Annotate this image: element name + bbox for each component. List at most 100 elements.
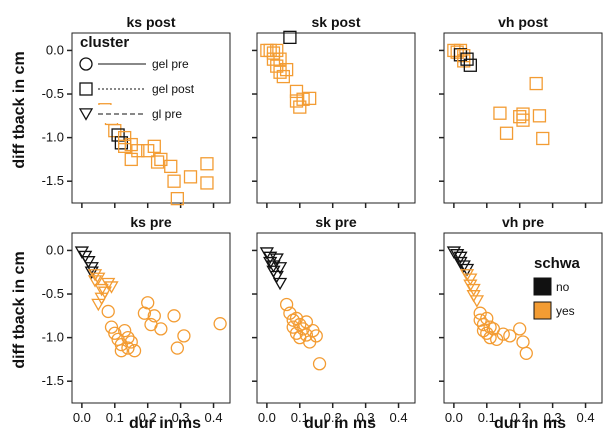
cluster-legend-item: gl pre — [76, 105, 218, 123]
data-point — [150, 155, 165, 169]
data-point — [269, 270, 284, 284]
data-point — [503, 329, 517, 343]
data-point — [170, 341, 184, 355]
y-tick-label: -1.5 — [42, 373, 64, 388]
data-point — [270, 43, 284, 58]
schwa-legend-item: yes — [533, 301, 575, 320]
data-point — [131, 144, 145, 158]
data-point — [303, 91, 317, 106]
legend-item-backdrop — [76, 105, 218, 123]
panel-title: vh post — [498, 14, 548, 30]
panel-sk-post: sk post — [252, 14, 416, 208]
data-point — [289, 311, 304, 326]
data-point — [154, 322, 168, 336]
x-axis-label-left: dur in ms — [129, 415, 201, 432]
panel-sk-pre: sk pre 0.0 0.1 0.2 0.3 0.4 — [252, 214, 416, 425]
cluster-legend-title: cluster — [80, 34, 129, 51]
x-tick-label: 0.0 — [73, 410, 91, 425]
data-point — [154, 152, 168, 167]
data-point — [84, 266, 99, 279]
data-point — [200, 176, 214, 190]
data-point — [269, 253, 284, 266]
data-point — [101, 277, 116, 291]
y-tick-label: -1.0 — [42, 330, 64, 345]
data-point — [104, 281, 119, 294]
x-tick-label: 0.2 — [324, 410, 342, 425]
data-point — [456, 260, 471, 273]
data-point — [296, 322, 310, 336]
legend-square-icon — [79, 82, 93, 96]
data-point — [213, 317, 227, 331]
y-tick-label: 0.0 — [46, 42, 64, 57]
x-tick-label: 0.3 — [544, 410, 562, 425]
y-tick-label: 0.0 — [46, 242, 64, 257]
data-point — [167, 174, 181, 188]
data-point — [299, 315, 314, 329]
y-tick-label: -0.5 — [42, 86, 64, 101]
data-point — [121, 341, 135, 355]
data-point — [114, 337, 129, 352]
data-point — [469, 295, 485, 308]
data-point — [147, 139, 161, 153]
data-point — [463, 279, 478, 293]
panel-title: ks post — [126, 14, 175, 30]
data-point — [480, 311, 494, 326]
cluster-legend-label: gl pre — [152, 107, 182, 121]
panel-vh-pre: vh pre 0.0 0.1 0.2 0.3 0.4 — [439, 214, 603, 425]
data-point — [114, 344, 129, 358]
data-point — [183, 170, 198, 184]
x-tick-label: 0.1 — [478, 410, 496, 425]
x-tick-label: 0.0 — [258, 410, 276, 425]
x-tick-label: 0.2 — [139, 410, 157, 425]
panel-vh-post: vh post — [439, 14, 603, 208]
x-tick-label: 0.1 — [106, 410, 124, 425]
data-point — [104, 320, 119, 334]
data-point — [493, 106, 507, 120]
panel-title: vh pre — [502, 214, 544, 230]
data-point — [309, 329, 323, 343]
data-point — [312, 357, 327, 371]
data-point — [459, 269, 475, 282]
data-point — [81, 256, 96, 269]
data-point — [532, 109, 547, 123]
data-point — [496, 327, 510, 341]
cluster-legend: cluster gel pre gel post gl pre — [76, 34, 218, 123]
x-tick-label: 0.1 — [291, 410, 309, 425]
data-point — [147, 309, 161, 323]
y-axis-label-top: diff tback in cm — [11, 51, 28, 168]
data-point — [118, 323, 132, 338]
data-point — [283, 30, 297, 45]
data-point — [519, 346, 533, 360]
data-point — [279, 62, 294, 77]
data-point — [167, 309, 181, 323]
panel-ks-pre: ks pre 0.0 -0.5 -1.0 -1.5 0.0 0.1 0.2 0.3 0.4 — [42, 214, 231, 425]
x-tick-label: 0.4 — [205, 410, 223, 425]
data-point — [101, 304, 115, 319]
schwa-legend-item: no — [533, 277, 570, 296]
schwa-legend-title: schwa — [534, 255, 581, 272]
data-point — [91, 298, 106, 312]
y-tick-label: -0.5 — [42, 286, 64, 301]
data-point — [94, 292, 109, 306]
legend-item-backdrop — [76, 80, 218, 98]
data-point — [127, 344, 142, 358]
legend-item-backdrop — [76, 55, 218, 73]
data-point — [87, 269, 103, 282]
cluster-legend-label: gel pre — [152, 57, 189, 71]
data-point — [463, 273, 478, 286]
data-point — [121, 330, 135, 345]
data-point — [289, 326, 304, 340]
data-point — [513, 322, 527, 336]
data-point — [299, 328, 314, 342]
x-tick-label: 0.2 — [511, 410, 529, 425]
data-point — [272, 277, 288, 291]
data-point — [124, 335, 138, 349]
data-point — [84, 262, 99, 275]
panel-frame — [256, 232, 416, 404]
legend-circle-icon — [79, 57, 93, 71]
data-point — [91, 272, 106, 286]
data-point — [476, 323, 491, 338]
x-axis-label-right: dur in ms — [494, 415, 566, 432]
legend-swatch — [533, 301, 552, 320]
